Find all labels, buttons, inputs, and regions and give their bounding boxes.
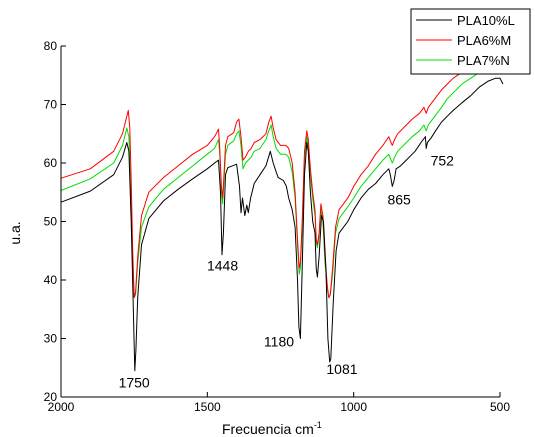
- y-tick-label: 80: [44, 39, 58, 53]
- legend: PLA10%L PLA6%M PLA7%N: [410, 8, 531, 75]
- series-layer: [60, 60, 504, 372]
- y-tick-label: 40: [44, 273, 58, 287]
- y-ticks: 20 30 40 50 60 70 80: [44, 39, 66, 404]
- peak-label-752: 752: [431, 152, 455, 168]
- y-axis-label: u.a.: [7, 221, 23, 244]
- y-tick-label: 60: [44, 156, 58, 170]
- peak-label-1180: 1180: [264, 334, 294, 350]
- x-axis-label: Frecuencia cm-1: [222, 420, 322, 437]
- x-tick-label: 2000: [48, 400, 75, 414]
- series-line-pla10-l: [60, 77, 504, 372]
- legend-label-pla7-n: PLA7%N: [457, 53, 510, 68]
- peak-label-1448: 1448: [207, 258, 238, 274]
- series-line-pla6-m: [60, 60, 504, 299]
- x-tick-label: 1500: [194, 400, 221, 414]
- x-tick-label: 500: [490, 400, 510, 414]
- x-ticks: 2000 1500 1000 500: [48, 392, 510, 414]
- peak-label-865: 865: [387, 191, 411, 207]
- y-tick-label: 70: [44, 98, 58, 112]
- y-tick-label: 30: [44, 332, 58, 346]
- peak-label-1081: 1081: [326, 361, 357, 377]
- y-tick-label: 50: [44, 215, 58, 229]
- y-tick-label: 20: [44, 390, 58, 404]
- legend-label-pla10-l: PLA10%L: [457, 13, 515, 28]
- legend-label-pla6-m: PLA6%M: [457, 33, 511, 48]
- x-axis-label-superscript: -1: [314, 420, 322, 430]
- peak-annotations: 1750 1448 1180 1081 865 752: [119, 152, 455, 390]
- peak-label-1750: 1750: [119, 375, 150, 391]
- x-tick-label: 1000: [340, 400, 367, 414]
